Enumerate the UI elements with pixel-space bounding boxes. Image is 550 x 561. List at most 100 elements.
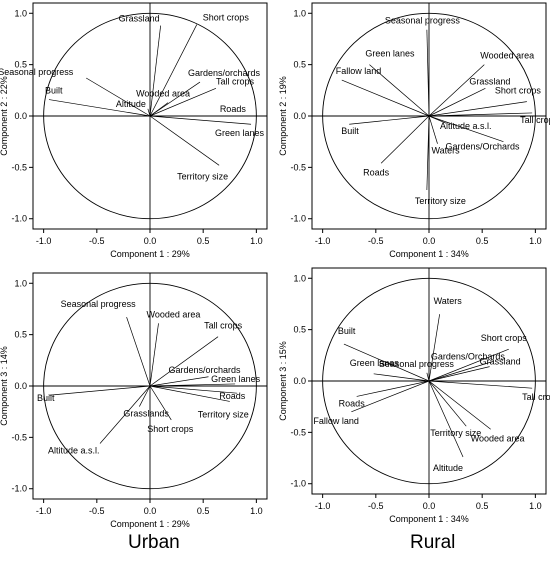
vector-label: Green lanes [365,49,415,59]
y-tick-label: -1.0 [290,214,306,224]
vector-label: Seasonal progress [385,16,461,26]
loading-vector [428,366,490,382]
y-tick-label: -1.0 [290,479,306,489]
vector-label: Roads [219,391,246,401]
x-axis-label: Component 1 : 34% [389,514,469,524]
vector-label: Waters [434,296,463,306]
loading-vector [428,112,533,117]
x-tick-label: -0.5 [89,506,105,516]
caption-rural: Rural [410,532,456,553]
y-tick-label: 1.0 [293,8,306,18]
loading-vector [428,380,464,458]
chart-panel-3: -1.0 -0.5 0.0 0.5 1.0 1.0 0.5 0.0 -0.5 -1.0 Compon… [0,272,268,529]
caption-urban: Urban [128,532,180,553]
loading-vector [149,323,159,387]
loading-vector [428,361,493,382]
x-tick-label: 0.0 [144,236,157,246]
vector-label: Fallow land [313,416,359,426]
y-tick-label: -1.0 [11,484,27,494]
x-tick-label: -1.0 [36,506,52,516]
x-tick-label: -1.0 [315,236,331,246]
y-tick-label: 1.0 [293,273,306,283]
vector-label: Roads [220,104,247,114]
loading-vector [343,343,430,382]
vector-label: Short crops [147,424,194,434]
vector-label: Built [338,326,356,336]
vector-label: Gardens/Orchards [431,351,506,361]
loading-vector [139,385,151,407]
x-tick-label: 1.0 [250,236,263,246]
vector-label: Short crops [481,333,528,343]
loading-vector [99,385,151,444]
x-tick-label: -0.5 [89,236,105,246]
vector-label: Short crops [203,13,250,23]
y-axis-label: Component 2 : 19% [278,76,288,156]
loading-vector [149,115,220,166]
loading-vector [149,102,169,117]
vector-label: Short crops [495,86,542,96]
loading-vector [48,99,151,117]
loading-vector [426,29,430,117]
vector-label: Green lanes [211,374,261,384]
loading-vector [149,81,201,117]
loading-vector [149,385,172,421]
loading-vector [149,115,252,125]
x-axis-label: Component 1 : 29% [110,249,190,259]
chart-panel-1: -1.0 -0.5 0.0 0.5 1.0 1.0 0.5 0.0 -0.5 -1.0 Compon… [0,2,268,259]
loading-vector [428,87,486,117]
x-tick-label: 1.0 [529,236,542,246]
vector-label: Gardens/orchards [169,365,242,375]
vector-label: Tall crops [520,115,550,125]
vector-label: Green lanes [215,128,265,138]
loading-vector [351,380,430,413]
vector-label: Grassland [119,14,160,24]
vector-label: Tall crops [216,76,255,86]
vector-label: Territory size [198,409,249,419]
loading-vector [428,380,467,427]
loading-vector [341,79,430,117]
y-tick-label: 1.0 [14,278,27,288]
x-tick-label: 0.5 [476,236,489,246]
y-tick-label: 0.0 [293,111,306,121]
vector-label: Grasslands [123,409,169,419]
x-tick-label: 1.0 [250,506,263,516]
chart-panel-4: -1.0 -0.5 0.0 0.5 1.0 1.0 0.5 0.0 -0.5 -1.0 Compon… [278,267,550,524]
x-tick-label: 0.0 [144,506,157,516]
vector-label: Territory size [177,171,228,181]
vector-label: Wooded area [471,433,525,443]
vector-label: Wooded area [136,89,190,99]
vector-label: Green lanes [350,358,400,368]
y-tick-label: 0.5 [293,325,306,335]
vector-label: Territory size [430,428,481,438]
loading-vector [428,314,440,382]
loading-vector [428,380,533,389]
vector-label: Seasonal progress [61,299,137,309]
x-axis-label: Component 1 : 29% [110,519,190,529]
vector-label: Tall crops [204,321,243,331]
vector-label: Territory size [415,196,466,206]
x-axis-label: Component 1 : 34% [389,249,469,259]
loading-vector [149,376,209,387]
x-tick-label: -0.5 [368,236,384,246]
x-tick-label: 0.5 [476,501,489,511]
loading-vector [380,115,430,164]
y-tick-label: 0.5 [14,60,27,70]
x-tick-label: 0.0 [423,501,436,511]
vector-label: Altitude a.s.l. [48,446,100,456]
vector-label: Wooded area [480,51,534,61]
vector-label: Grassland [480,357,521,367]
vector-label: Altitude [433,463,463,473]
y-tick-label: 0.0 [14,111,27,121]
loading-vector [147,108,151,117]
x-tick-label: 1.0 [529,501,542,511]
loading-vector [428,115,504,143]
y-tick-label: -1.0 [11,214,27,224]
loading-vector [149,385,238,394]
x-tick-label: -1.0 [36,236,52,246]
chart-panel-2: -1.0 -0.5 0.0 0.5 1.0 1.0 0.5 0.0 -0.5 -1.0 Compon… [278,2,550,259]
vector-label: Built [341,126,359,136]
y-axis-label: Component 2 : 22% [0,76,9,156]
x-tick-label: 0.0 [423,236,436,246]
loading-vector [149,24,198,117]
